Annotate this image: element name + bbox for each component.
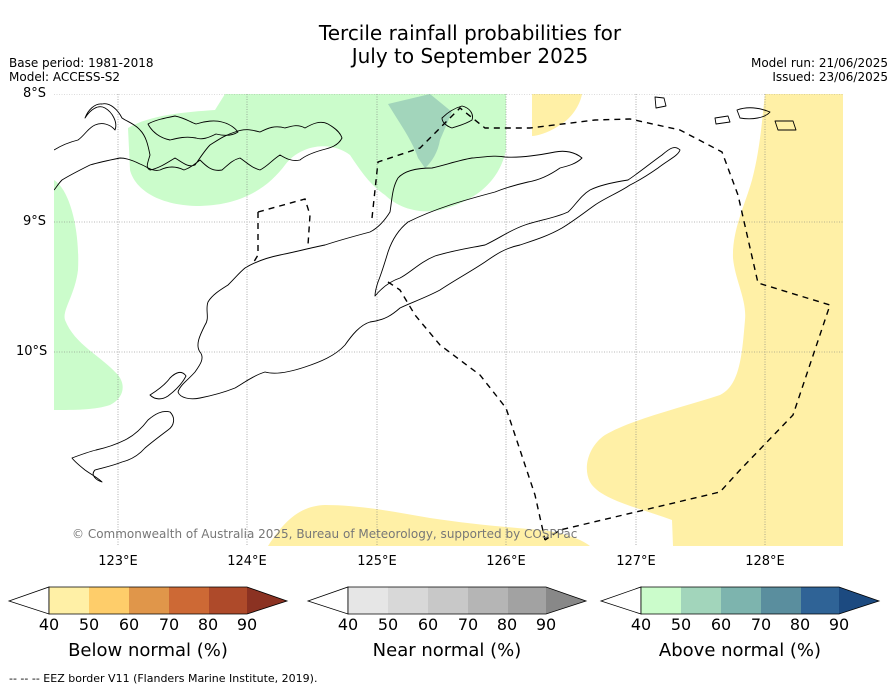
cb2-tick: 70: [457, 615, 479, 634]
map-layer: © Commonwealth of Australia 2025, Bureau…: [54, 94, 843, 546]
colorbar-below-normal: [7, 586, 289, 615]
base-period: Base period: 1981-2018: [9, 56, 154, 70]
cb1-tick: 90: [236, 615, 258, 634]
cb2-tick: 90: [535, 615, 557, 634]
colorbar-above-normal: [599, 586, 881, 615]
map-title-line1: Tercile rainfall probabilities for: [318, 21, 622, 45]
flores-island-outline: [54, 103, 343, 191]
eez-footer-note: -- -- -- EEZ border V11 (Flanders Marine…: [9, 672, 318, 685]
above-normal-region-west: [54, 180, 123, 410]
timor-island-outline: [177, 147, 681, 400]
lat-label-9s: 9°S: [22, 214, 46, 229]
cb3-tick: 50: [670, 615, 692, 634]
cb3-tick: 70: [750, 615, 772, 634]
cb1-tick: 50: [78, 615, 100, 634]
cb2-tick: 60: [417, 615, 439, 634]
lon-label-128e: 128°E: [745, 554, 785, 569]
alor-island-outline: [147, 115, 239, 141]
eez-border: [251, 107, 831, 541]
wetar-island-outline: [441, 105, 473, 129]
near-normal-label: Near normal (%): [372, 640, 522, 661]
cb2-tick: 40: [337, 615, 359, 634]
graticule: [54, 94, 843, 546]
below-normal-region-south: [268, 505, 590, 546]
cb3-tick: 60: [710, 615, 732, 634]
model-run: Model run: 21/06/2025: [750, 56, 888, 70]
lon-label-126e: 126°E: [486, 554, 526, 569]
lat-label-8s: 8°S: [22, 86, 46, 101]
sumba-island-outline: [71, 411, 175, 483]
issued-date: Issued: 23/06/2025: [772, 70, 888, 84]
cb3-tick: 90: [828, 615, 850, 634]
above-normal-60-region: [388, 94, 452, 168]
small-island-2: [714, 115, 731, 125]
small-island-3: [736, 107, 771, 120]
below-normal-label: Below normal (%): [68, 640, 228, 661]
small-island-4: [774, 120, 797, 131]
cb1-tick: 70: [158, 615, 180, 634]
cb2-tick: 80: [496, 615, 518, 634]
model-name: Model: ACCESS-S2: [9, 70, 121, 84]
above-normal-label: Above normal (%): [658, 640, 822, 661]
lat-label-10s: 10°S: [16, 344, 48, 359]
small-island-1: [654, 96, 667, 109]
lon-label-125e: 125°E: [357, 554, 397, 569]
map-title-line2: July to September 2025: [351, 44, 589, 68]
cb1-tick: 80: [197, 615, 219, 634]
below-normal-region-north: [532, 94, 582, 136]
coastlines: [54, 96, 797, 483]
lon-label-127e: 127°E: [616, 554, 656, 569]
colorbar-near-normal: [306, 586, 588, 615]
lon-label-124e: 124°E: [227, 554, 267, 569]
copyright-notice: © Commonwealth of Australia 2025, Bureau…: [72, 527, 577, 541]
cb2-tick: 50: [377, 615, 399, 634]
below-normal-region-east: [586, 94, 843, 546]
lon-label-123e: 123°E: [98, 554, 138, 569]
cb1-tick: 60: [118, 615, 140, 634]
rote-island-outline: [149, 371, 187, 400]
cb3-tick: 80: [789, 615, 811, 634]
cb1-tick: 40: [38, 615, 60, 634]
cb3-tick: 40: [630, 615, 652, 634]
